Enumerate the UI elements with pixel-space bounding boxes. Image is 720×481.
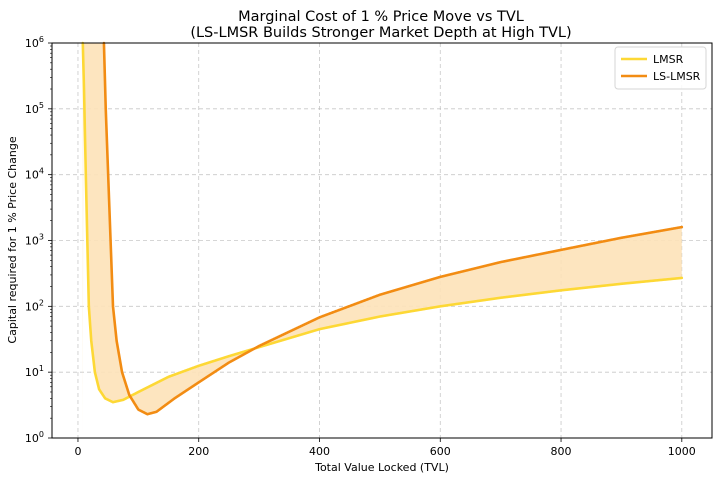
chart-subtitle: (LS-LMSR Builds Stronger Market Depth at… (190, 25, 571, 41)
x-tick-label: 400 (309, 445, 330, 458)
y-axis-label: Capital required for 1 % Price Change (6, 136, 19, 343)
y-tick-label: 101 (25, 364, 44, 379)
y-tick-label: 104 (25, 167, 44, 182)
y-tick-label: 103 (25, 233, 44, 248)
y-tick-label: 100 (25, 430, 44, 445)
x-tick-label: 200 (188, 445, 209, 458)
legend-label-lmsr: LMSR (653, 53, 684, 66)
y-tick-label: 102 (25, 298, 44, 313)
legend: LMSR LS-LMSR (614, 46, 707, 90)
y-tick-label: 106 (25, 35, 44, 50)
series-layer (81, 41, 684, 416)
chart-title: Marginal Cost of 1 % Price Move vs TVL (238, 9, 524, 25)
x-axis-label: Total Value Locked (TVL) (314, 461, 449, 474)
x-tick-label: 600 (430, 445, 451, 458)
y-axis: 100 101 102 103 104 105 106 (25, 35, 52, 445)
series-line-lmsr (81, 41, 684, 404)
y-tick-label: 105 (25, 101, 44, 116)
fill-between-layer (82, 43, 682, 438)
fill-between-area (82, 43, 682, 438)
series-line-ls-lmsr (102, 41, 684, 416)
x-tick-label: 1000 (668, 445, 696, 458)
legend-box (614, 46, 707, 90)
x-axis: 0 200 400 600 800 1000 (74, 438, 696, 458)
x-tick-label: 0 (74, 445, 81, 458)
x-tick-label: 800 (551, 445, 572, 458)
legend-label-ls-lmsr: LS-LMSR (653, 70, 701, 83)
